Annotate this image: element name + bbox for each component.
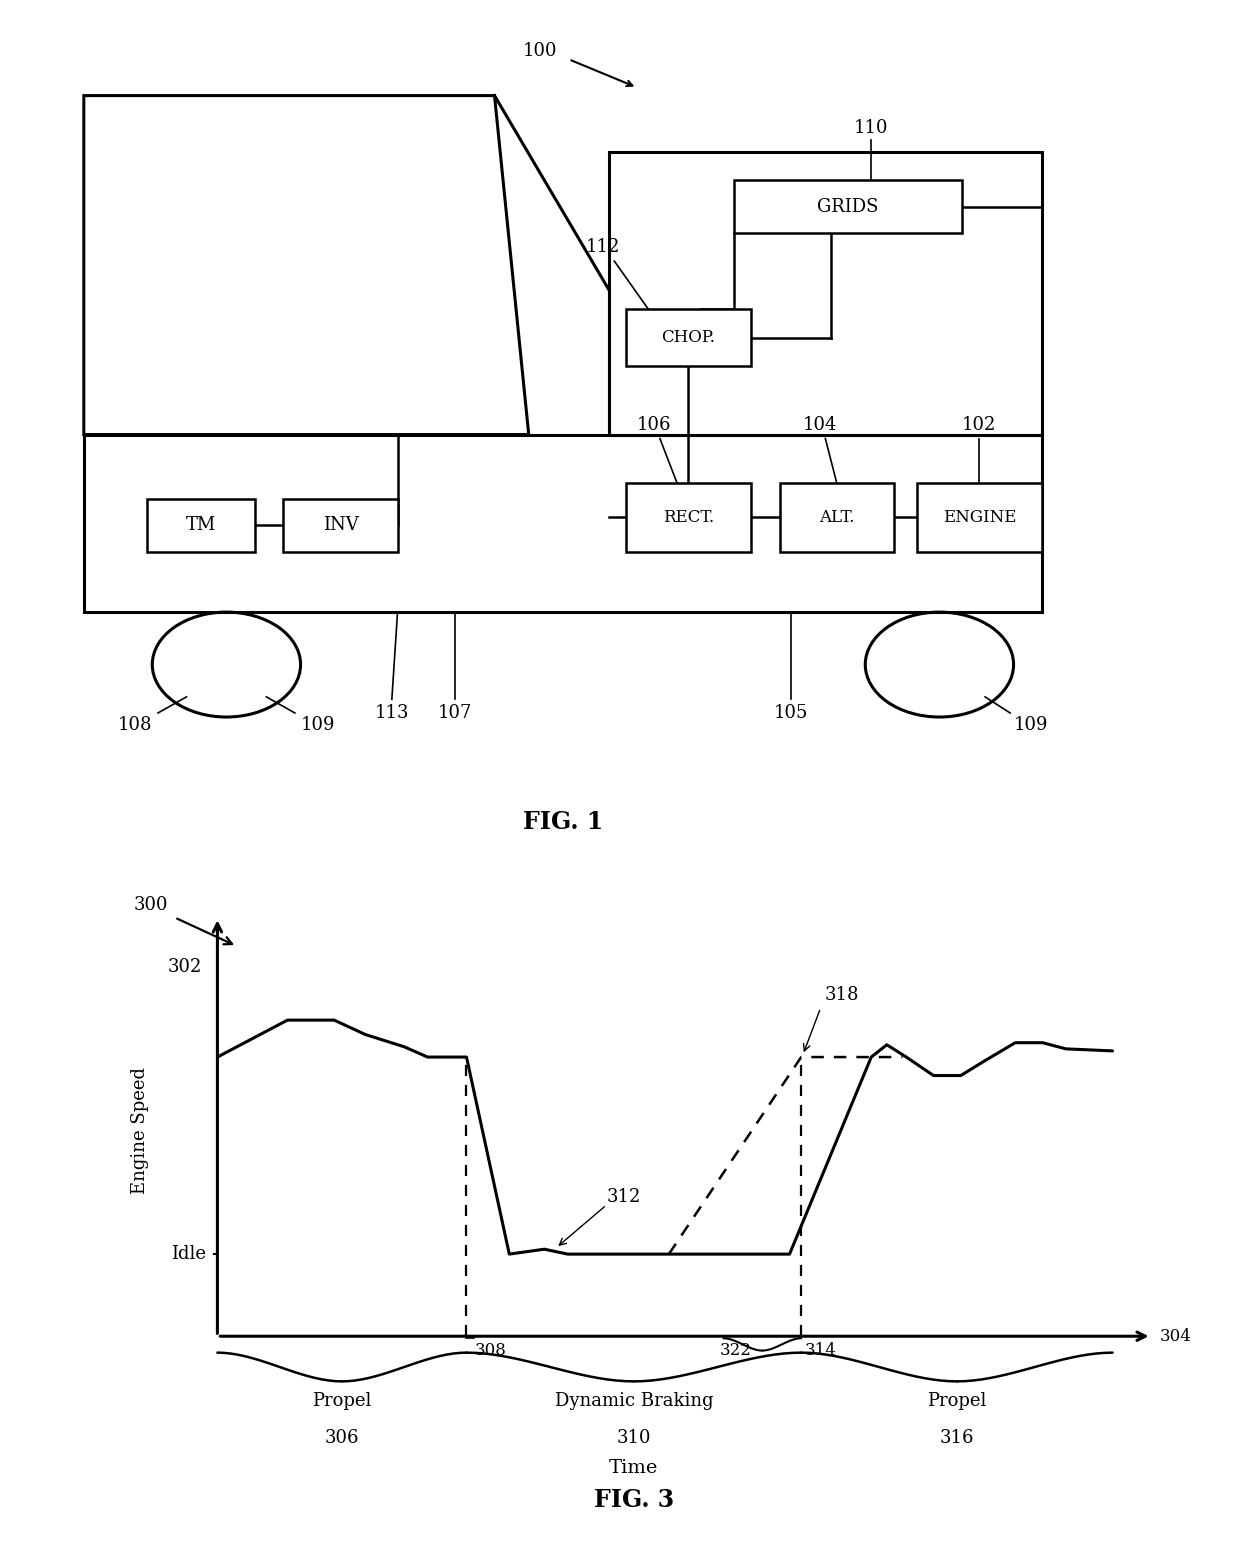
Text: 312: 312 [606, 1187, 641, 1206]
Text: FIG. 3: FIG. 3 [594, 1488, 673, 1512]
Text: Time: Time [609, 1459, 658, 1478]
Text: GRIDS: GRIDS [817, 197, 879, 216]
Bar [734, 180, 962, 233]
Bar [609, 152, 1042, 435]
Text: 107: 107 [438, 705, 471, 722]
Text: Idle: Idle [171, 1245, 206, 1263]
Text: FIG. 1: FIG. 1 [523, 810, 603, 833]
Text: Propel: Propel [928, 1392, 987, 1409]
Bar [626, 309, 751, 366]
Text: Propel: Propel [312, 1392, 372, 1409]
Text: INV: INV [322, 517, 358, 534]
Bar [916, 483, 1042, 551]
Bar [146, 500, 255, 551]
Text: ENGINE: ENGINE [942, 509, 1016, 526]
Text: 100: 100 [523, 42, 558, 61]
Text: 109: 109 [300, 715, 335, 734]
Text: 314: 314 [805, 1342, 837, 1360]
Text: CHOP.: CHOP. [661, 329, 715, 346]
Text: 304: 304 [1159, 1327, 1192, 1344]
Polygon shape [84, 96, 528, 435]
Text: 108: 108 [118, 715, 153, 734]
Bar [780, 483, 894, 551]
Text: 302: 302 [167, 958, 202, 976]
Text: 112: 112 [585, 237, 620, 256]
Bar [284, 500, 398, 551]
Text: 306: 306 [325, 1428, 360, 1446]
Text: 104: 104 [802, 416, 837, 435]
Text: RECT.: RECT. [663, 509, 714, 526]
Text: 300: 300 [134, 896, 169, 914]
Text: ALT.: ALT. [820, 509, 854, 526]
Text: 322: 322 [719, 1342, 751, 1360]
Text: 106: 106 [637, 416, 672, 435]
Text: 110: 110 [853, 120, 888, 137]
Text: Dynamic Braking: Dynamic Braking [554, 1392, 713, 1409]
Text: 113: 113 [374, 705, 409, 722]
Bar [84, 435, 1042, 611]
Text: 102: 102 [962, 416, 997, 435]
Text: Engine Speed: Engine Speed [130, 1068, 149, 1195]
Text: 105: 105 [774, 705, 808, 722]
Text: 310: 310 [616, 1428, 651, 1446]
Bar [626, 483, 751, 551]
Text: 318: 318 [825, 987, 859, 1004]
Text: TM: TM [186, 517, 216, 534]
Text: 109: 109 [1013, 715, 1048, 734]
Text: 316: 316 [940, 1428, 975, 1446]
Text: 308: 308 [474, 1342, 506, 1360]
